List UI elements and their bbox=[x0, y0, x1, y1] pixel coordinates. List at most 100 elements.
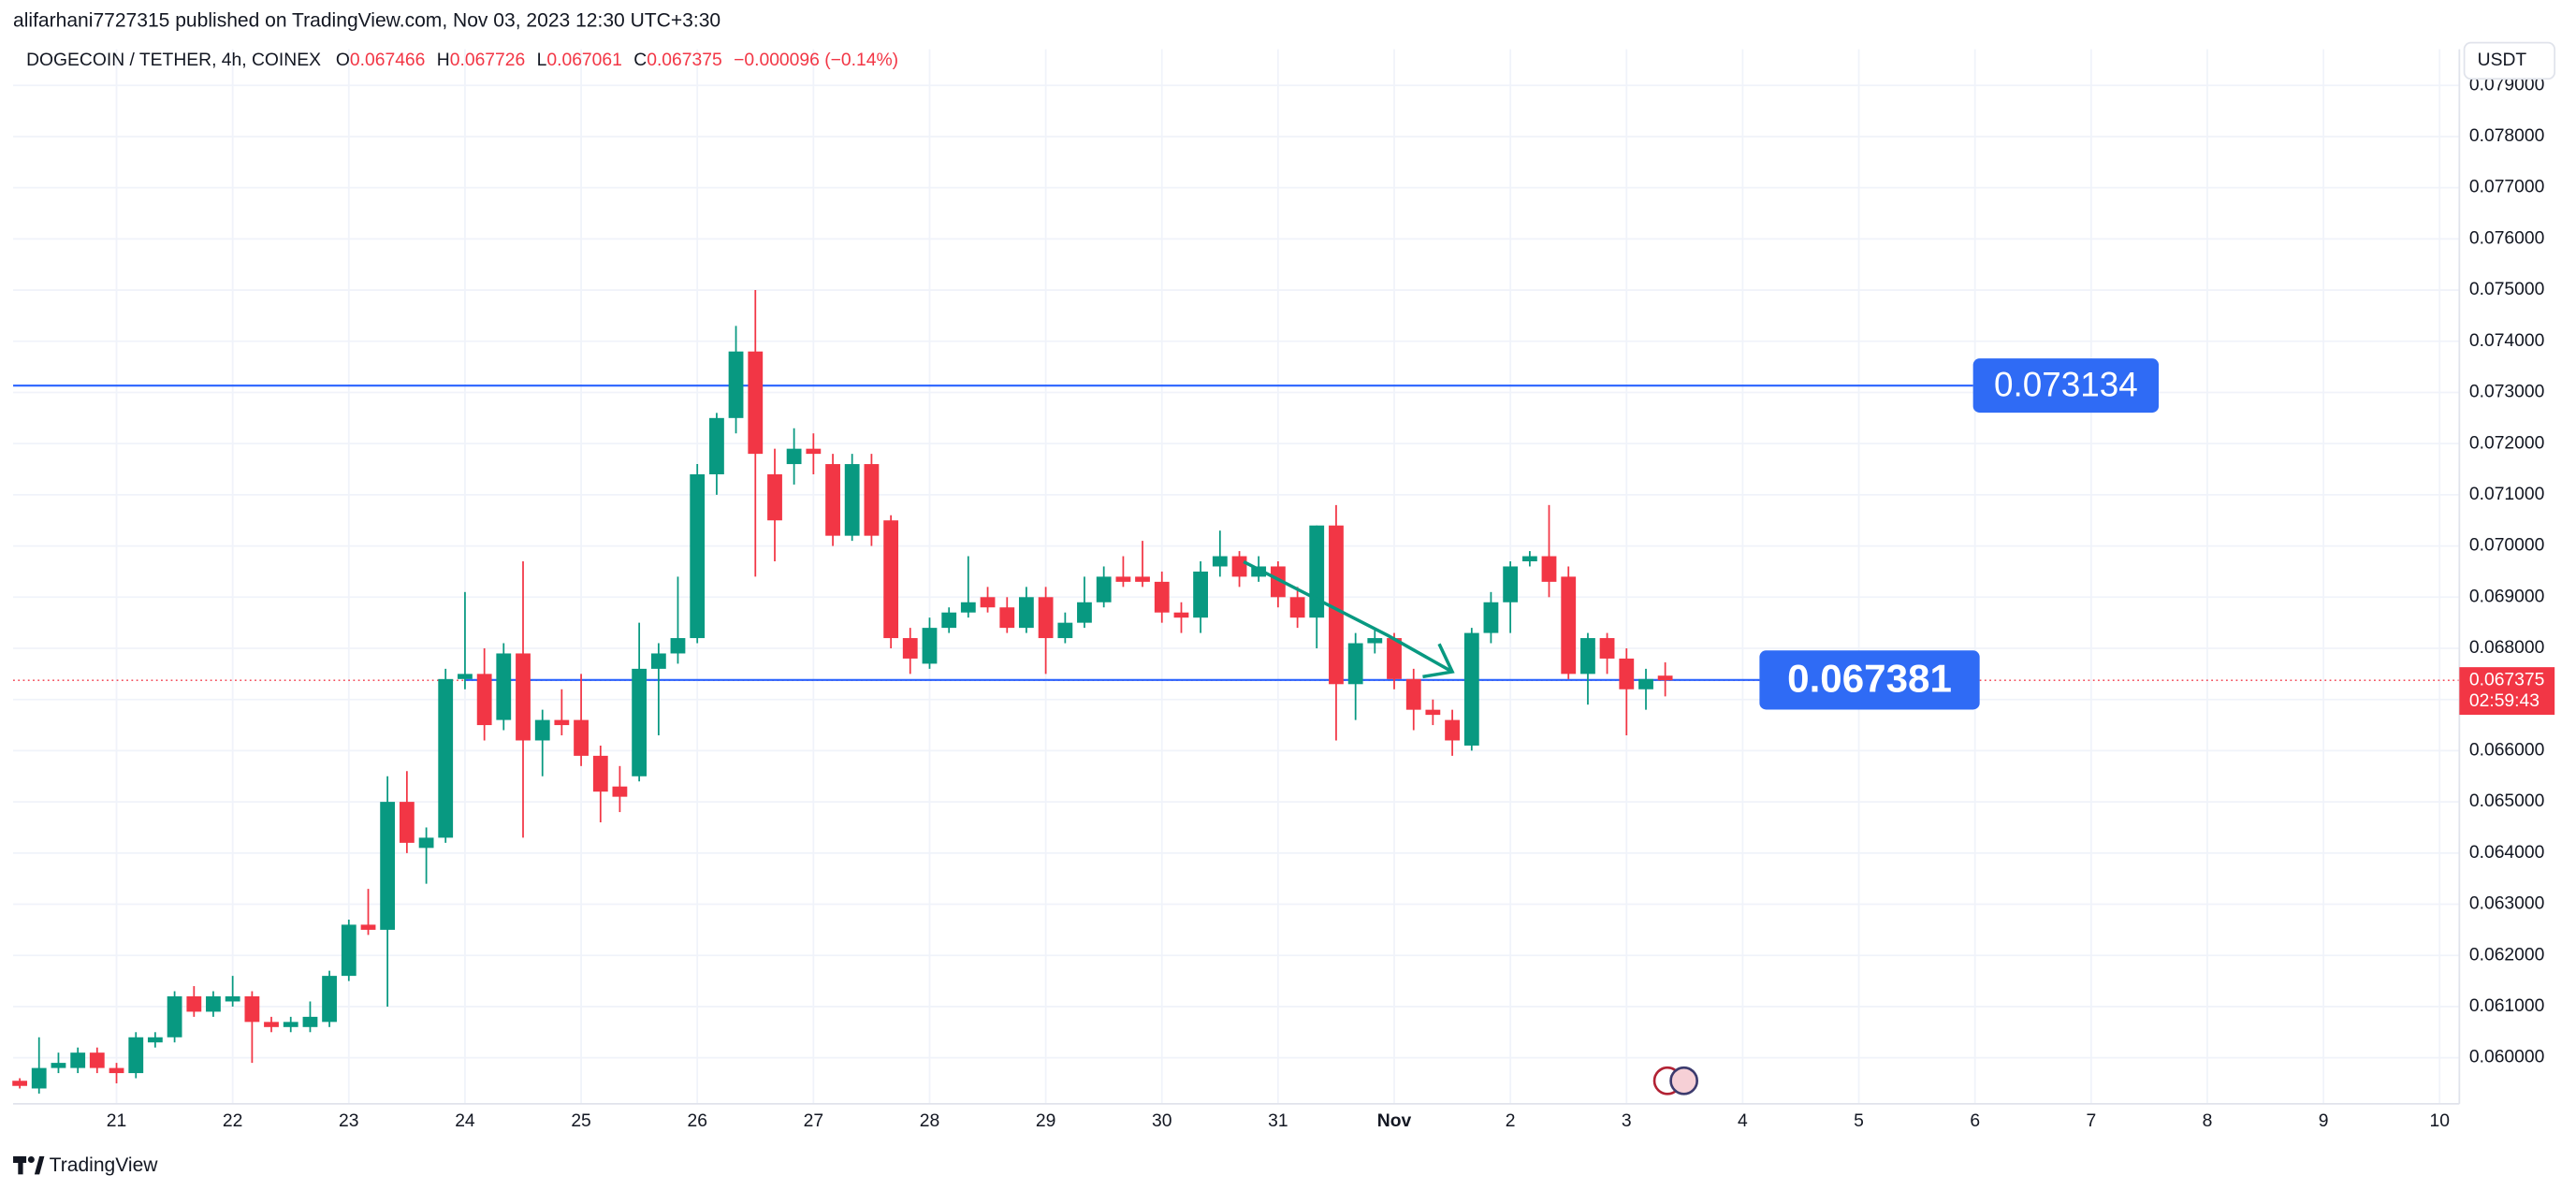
candle-body bbox=[748, 351, 764, 455]
candle-body bbox=[1270, 566, 1286, 598]
candle-body bbox=[418, 837, 434, 849]
close-label: C bbox=[633, 51, 647, 70]
candle-body bbox=[322, 976, 337, 1023]
candle-body bbox=[1329, 525, 1344, 685]
x-tick-label: 4 bbox=[1738, 1111, 1748, 1131]
candle-body bbox=[1115, 576, 1131, 582]
level-label: 0.073134 bbox=[1994, 366, 2138, 404]
candle-body bbox=[554, 719, 570, 726]
axes: 0.060000 0.061000 0.062000 0.063000 0.064000… bbox=[107, 75, 2555, 1131]
candle-body bbox=[1599, 638, 1615, 659]
candle-body bbox=[109, 1067, 124, 1074]
candle-body bbox=[902, 638, 918, 659]
x-tick-label: 9 bbox=[2319, 1111, 2329, 1131]
candle-body bbox=[650, 653, 666, 669]
candle-body bbox=[728, 351, 744, 418]
y-tick-label: 0.078000 bbox=[2469, 126, 2545, 146]
y-tick-label: 0.068000 bbox=[2469, 638, 2545, 658]
candle-body bbox=[941, 612, 957, 629]
candle-body bbox=[806, 448, 822, 455]
candle-body bbox=[360, 924, 376, 930]
low-value: 0.067061 bbox=[546, 51, 622, 70]
candle-body bbox=[1425, 709, 1441, 716]
low-label: L bbox=[537, 51, 547, 70]
candle-body bbox=[1463, 632, 1479, 746]
candle-body bbox=[89, 1052, 105, 1068]
candle-body bbox=[1483, 602, 1499, 633]
candle-body bbox=[399, 802, 415, 843]
candle-body bbox=[128, 1037, 144, 1074]
currency-button[interactable] bbox=[2463, 41, 2556, 80]
y-tick-label: 0.061000 bbox=[2469, 996, 2545, 1016]
event-icons bbox=[1652, 1066, 1698, 1096]
candle-body bbox=[1173, 612, 1189, 618]
x-tick-label: 6 bbox=[1970, 1111, 1980, 1131]
logo-part bbox=[27, 1156, 35, 1164]
y-tick-label: 0.060000 bbox=[2469, 1048, 2545, 1067]
candle-body bbox=[1657, 675, 1673, 681]
candle-body bbox=[147, 1037, 163, 1043]
change-value: −0.000096 (−0.14%) bbox=[734, 51, 898, 70]
candle-body bbox=[1212, 556, 1228, 567]
candle-body bbox=[1077, 602, 1092, 623]
event-icon bbox=[1669, 1066, 1698, 1096]
x-tick-label: 30 bbox=[1152, 1111, 1172, 1131]
candle-body bbox=[1289, 597, 1305, 618]
candle-body bbox=[632, 668, 648, 776]
x-tick-label: 23 bbox=[339, 1111, 358, 1131]
x-tick-label: 7 bbox=[2086, 1111, 2096, 1131]
candle-body bbox=[690, 474, 706, 639]
last-price-label: 0.067375 bbox=[2469, 670, 2545, 689]
open-value: 0.067466 bbox=[350, 51, 426, 70]
y-tick-label: 0.063000 bbox=[2469, 894, 2545, 914]
candle-body bbox=[1387, 638, 1402, 679]
candle-body bbox=[206, 995, 221, 1012]
candle-body bbox=[1096, 576, 1112, 602]
y-tick-label: 0.069000 bbox=[2469, 587, 2545, 606]
y-tick-label: 0.074000 bbox=[2469, 331, 2545, 351]
candle-body bbox=[302, 1016, 318, 1027]
high-label: H bbox=[437, 51, 450, 70]
candle-body bbox=[1135, 576, 1150, 582]
brand-logo bbox=[13, 1156, 45, 1175]
currency-label: USDT bbox=[2478, 51, 2527, 70]
candle-body bbox=[709, 417, 724, 475]
y-tick-label: 0.065000 bbox=[2469, 791, 2545, 811]
x-tick-label: 24 bbox=[455, 1111, 475, 1131]
y-tick-label: 0.071000 bbox=[2469, 485, 2545, 504]
x-tick-label: 29 bbox=[1036, 1111, 1055, 1131]
candle-body bbox=[476, 674, 492, 726]
candle-body bbox=[574, 719, 589, 756]
candle-body bbox=[1193, 571, 1208, 618]
candle-body bbox=[167, 995, 182, 1038]
candle-body bbox=[825, 464, 840, 536]
x-tick-label: 26 bbox=[687, 1111, 706, 1131]
candle-body bbox=[1445, 719, 1460, 741]
candle-body bbox=[1541, 556, 1557, 582]
y-tick-label: 0.066000 bbox=[2469, 741, 2545, 761]
candle-body bbox=[1018, 597, 1034, 629]
arrow-drawing bbox=[1243, 559, 1455, 679]
candle-body bbox=[999, 607, 1015, 629]
last-price-tag bbox=[2459, 667, 2555, 716]
x-tick-label: 21 bbox=[107, 1111, 126, 1131]
candle-body bbox=[1619, 658, 1635, 689]
candle-body bbox=[31, 1067, 47, 1089]
arrow-head bbox=[1422, 643, 1455, 679]
open-label: O bbox=[336, 51, 350, 70]
candle-body bbox=[1057, 622, 1073, 639]
candle-body bbox=[1309, 525, 1325, 618]
candle-body bbox=[592, 755, 608, 792]
candle-body bbox=[496, 653, 512, 720]
level-label-box bbox=[1972, 358, 2160, 414]
candle-body bbox=[922, 628, 938, 664]
candle-body bbox=[283, 1022, 298, 1027]
candle-body bbox=[438, 678, 454, 838]
y-tick-label: 0.077000 bbox=[2469, 178, 2545, 197]
x-tick-label: 31 bbox=[1268, 1111, 1288, 1131]
candles bbox=[12, 290, 1673, 1094]
x-tick-label: 22 bbox=[223, 1111, 242, 1131]
candle-body bbox=[1154, 581, 1170, 613]
close-value: 0.067375 bbox=[647, 51, 722, 70]
candle-body bbox=[1580, 638, 1595, 675]
